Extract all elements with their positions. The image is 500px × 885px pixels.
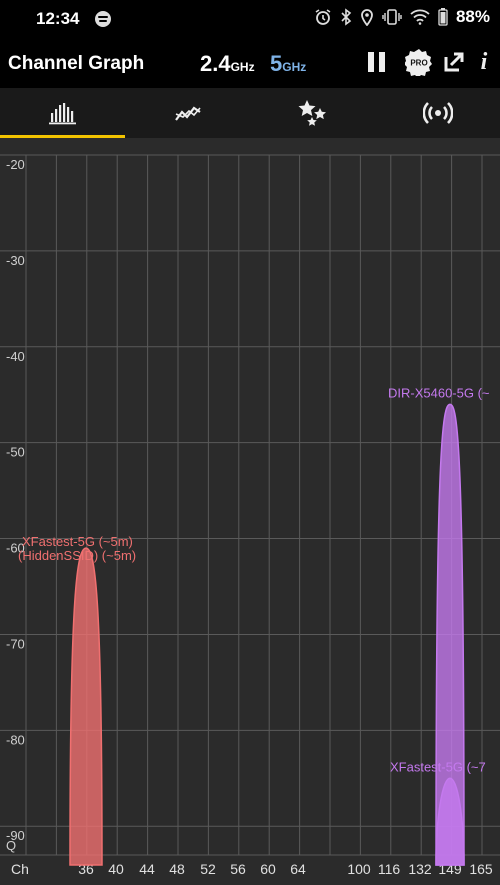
network-label: (HiddenSSID) (~5m) [18,548,136,563]
y-tick-label: -80 [6,732,25,747]
y-tick-label: -90 [6,828,25,843]
line-graph-icon [174,106,201,121]
channel-graph: -20 -30 -40 -50 -60 -70 -80 -90 Q Ch 36 40 44 48 52 56 6… [0,138,500,885]
band-5ghz-value: 5 [270,51,283,76]
status-icons: 88% [314,7,490,27]
y-tick-label: -60 [6,541,25,556]
x-tick-label: 60 [260,861,276,877]
tab-access-points[interactable] [375,88,500,138]
bluetooth-icon [341,8,352,26]
y-tick-label: -30 [6,253,25,268]
page-title: Channel Graph [8,53,145,74]
band-24ghz-button[interactable]: 2.4GHz [200,51,255,77]
x-tick-label: 48 [169,861,185,877]
tab-time-graph[interactable] [125,88,250,138]
x-tick-label: 165 [469,861,493,877]
location-icon [361,9,373,26]
pro-label: PRO [410,59,427,68]
battery-percent: 88% [455,7,490,26]
network-label: XFastest-5G (~7 [390,759,486,774]
y-tick-label: -50 [6,445,25,460]
tab-bar [0,88,500,138]
band-5ghz-unit: GHz [282,60,307,74]
network-curve [435,403,465,866]
x-tick-label: 40 [108,861,124,877]
battery-icon [438,8,448,26]
x-tick-label: 56 [230,861,246,877]
y-tick-label: -70 [6,636,25,651]
vibrate-icon [382,9,402,25]
wifi-signal-icon [422,102,453,124]
info-button[interactable]: i [474,48,494,76]
x-tick-label: 100 [347,861,371,877]
info-icon: i [480,48,488,75]
x-tick-label: 52 [200,861,216,877]
network-curve [69,547,103,866]
clock: 12:34 [36,9,80,28]
active-tab-indicator [0,135,125,138]
wifi-icon [410,9,430,25]
y-axis-bottom-label: Q [6,838,16,853]
x-axis-label: Ch [11,861,29,877]
share-icon [444,52,464,72]
tab-channel-rating[interactable] [250,88,375,138]
x-tick-label: 132 [408,861,432,877]
network-curve [435,777,465,866]
app-toolbar: Channel Graph 2.4GHz 5GHz PRO i [0,38,500,88]
band-5ghz-button[interactable]: 5GHz [270,51,306,77]
network-label: DIR-X5460-5G (~ [388,385,490,400]
alarm-icon [315,9,331,25]
band-24ghz-unit: GHz [230,60,255,74]
band-24ghz-value: 2.4 [200,51,231,76]
spotify-icon [95,11,111,27]
x-tick-label: 44 [139,861,155,877]
x-tick-label: 64 [290,861,306,877]
y-tick-label: -40 [6,349,25,364]
share-button[interactable] [441,48,467,76]
tab-channel-graph[interactable] [0,88,125,138]
pro-badge-icon: PRO [405,49,432,76]
bar-chart-icon [48,103,76,125]
x-tick-label: 116 [378,861,401,877]
y-tick-label: -20 [6,157,25,172]
pro-button[interactable]: PRO [405,48,433,76]
pause-button[interactable] [364,48,390,76]
stars-icon [298,100,326,126]
network-label: XFastest-5G (~5m) [22,534,133,549]
pause-icon [368,52,385,72]
status-bar: 12:34 88% [0,0,500,38]
